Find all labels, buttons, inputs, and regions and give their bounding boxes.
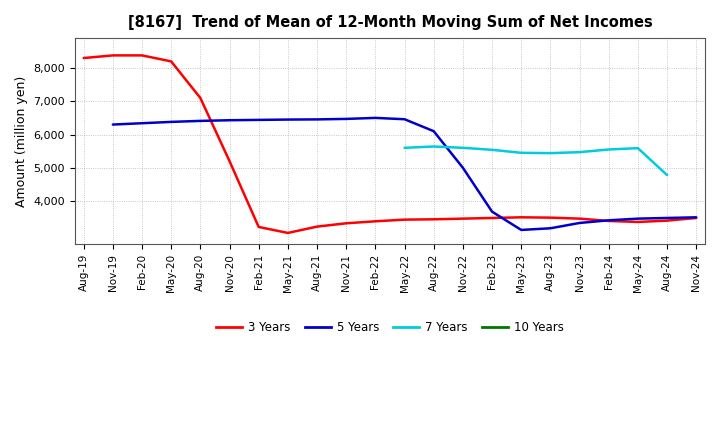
3 Years [546,215,554,220]
5 Years [225,117,234,123]
5 Years [254,117,263,122]
3 Years [487,215,496,220]
3 Years [312,224,321,229]
3 Years [167,59,176,64]
5 Years [196,118,204,124]
5 Years [138,121,146,126]
3 Years [109,53,117,58]
Y-axis label: Amount (million yen): Amount (million yen) [15,76,28,207]
3 Years [225,158,234,164]
7 Years [662,172,671,178]
Line: 5 Years: 5 Years [113,118,696,230]
5 Years [284,117,292,122]
Title: [8167]  Trend of Mean of 12-Month Moving Sum of Net Incomes: [8167] Trend of Mean of 12-Month Moving … [127,15,652,30]
7 Years [429,144,438,149]
7 Years [517,150,526,155]
7 Years [487,147,496,152]
5 Years [342,116,351,121]
5 Years [400,117,409,122]
5 Years [459,165,467,170]
5 Years [109,122,117,127]
3 Years [604,218,613,224]
5 Years [634,216,642,221]
5 Years [517,227,526,233]
3 Years [79,55,88,61]
3 Years [517,215,526,220]
7 Years [546,150,554,156]
3 Years [254,224,263,230]
5 Years [167,119,176,125]
Line: 7 Years: 7 Years [405,147,667,175]
5 Years [604,218,613,223]
5 Years [662,215,671,220]
3 Years [692,215,701,220]
3 Years [575,216,584,221]
5 Years [429,128,438,134]
7 Years [400,145,409,150]
3 Years [662,218,671,223]
3 Years [342,220,351,226]
7 Years [459,145,467,150]
7 Years [575,150,584,155]
3 Years [138,53,146,58]
3 Years [284,230,292,235]
5 Years [312,117,321,122]
Legend: 3 Years, 5 Years, 7 Years, 10 Years: 3 Years, 5 Years, 7 Years, 10 Years [212,316,568,338]
3 Years [459,216,467,221]
3 Years [400,217,409,222]
5 Years [575,220,584,226]
Line: 3 Years: 3 Years [84,55,696,233]
3 Years [634,219,642,224]
5 Years [487,209,496,214]
3 Years [196,95,204,101]
5 Years [692,215,701,220]
7 Years [634,146,642,151]
7 Years [604,147,613,152]
3 Years [429,216,438,222]
3 Years [371,219,379,224]
5 Years [371,115,379,121]
5 Years [546,226,554,231]
